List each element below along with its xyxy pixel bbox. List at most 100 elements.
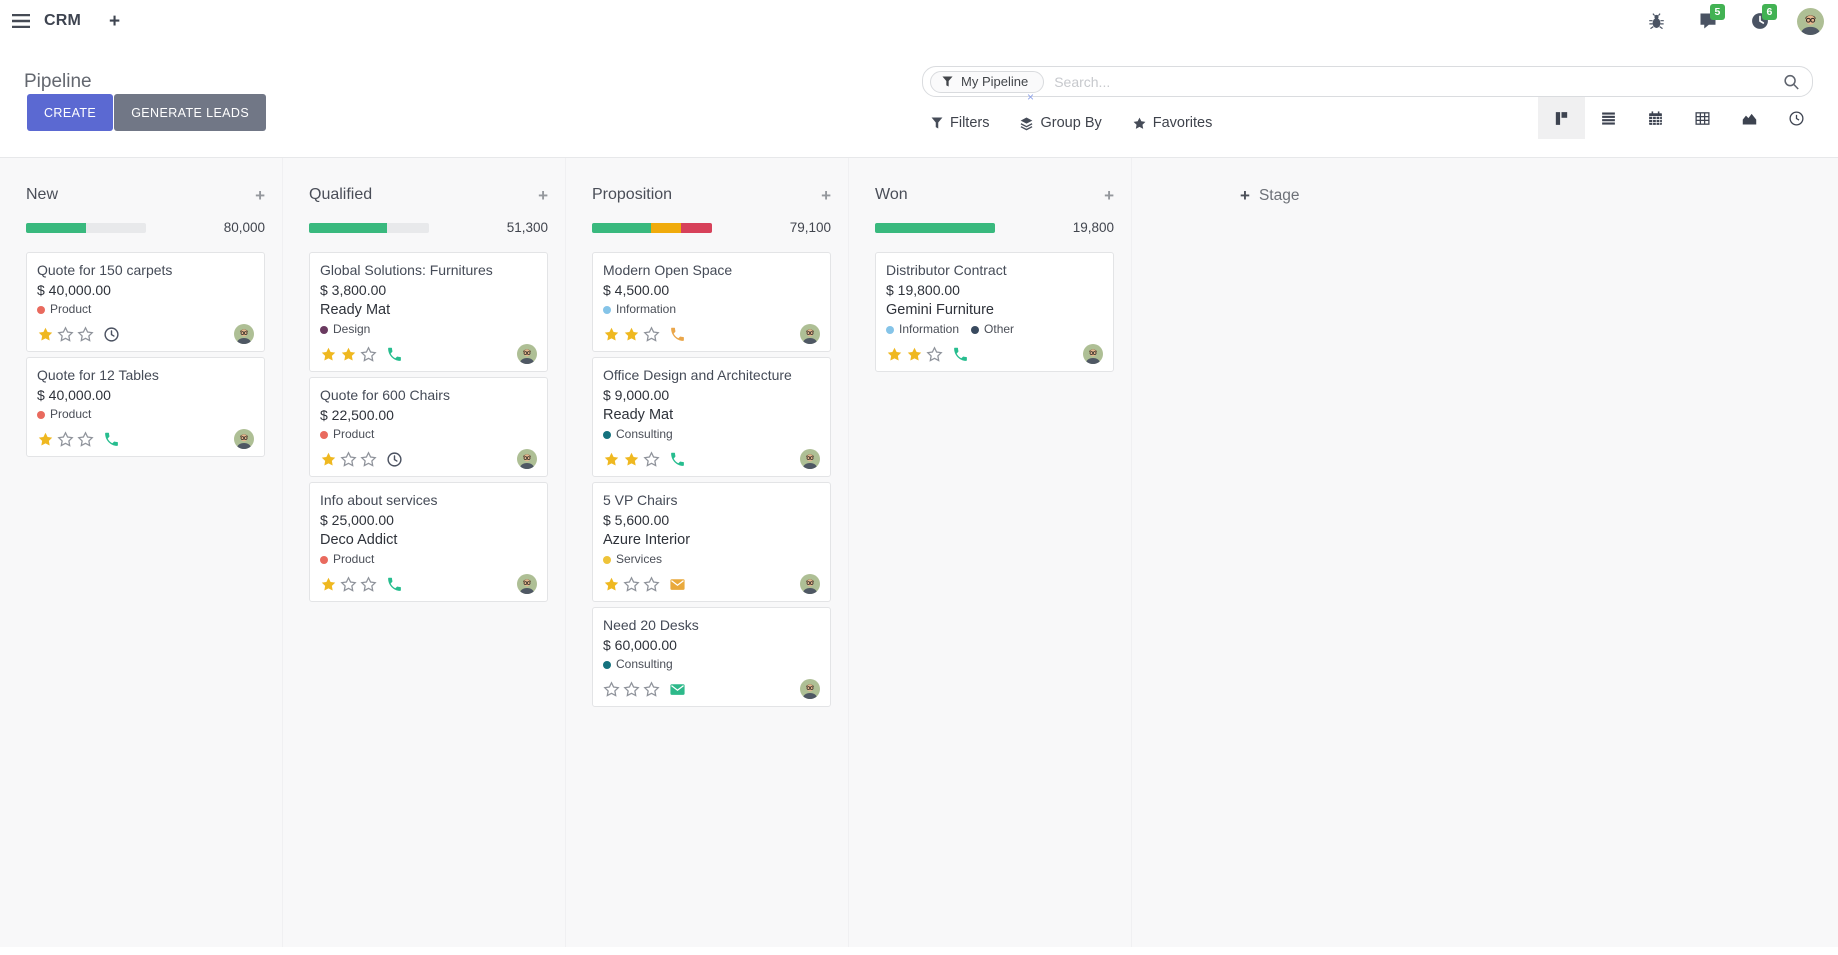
kanban-view-button[interactable]: [1538, 97, 1585, 139]
kanban-card[interactable]: Global Solutions: Furnitures $ 3,800.00 …: [309, 252, 548, 372]
star-icon[interactable]: [340, 346, 357, 363]
avatar[interactable]: [234, 324, 254, 344]
add-record-button[interactable]: +: [1104, 185, 1114, 205]
create-button[interactable]: CREATE: [27, 94, 114, 131]
column-progressbar[interactable]: [875, 222, 995, 233]
add-record-button[interactable]: +: [538, 185, 548, 205]
star-icon[interactable]: [926, 345, 943, 363]
star-icon[interactable]: [623, 326, 640, 343]
search-bar[interactable]: My Pipeline ×: [922, 66, 1813, 103]
add-record-button[interactable]: +: [255, 185, 265, 205]
column-progressbar[interactable]: [26, 222, 146, 233]
star-icon[interactable]: [320, 576, 337, 593]
star-icon[interactable]: [37, 431, 54, 448]
menu-icon[interactable]: [12, 13, 30, 29]
progress-segment[interactable]: [309, 222, 387, 233]
kanban-card[interactable]: Need 20 Desks $ 60,000.00 Consulting: [592, 607, 831, 707]
star-icon[interactable]: [360, 575, 377, 593]
envelope-icon[interactable]: [669, 681, 686, 698]
star-icon[interactable]: [603, 576, 620, 593]
kanban-card[interactable]: Modern Open Space $ 4,500.00 Information: [592, 252, 831, 352]
column-progressbar[interactable]: [592, 222, 712, 233]
star-icon[interactable]: [340, 575, 357, 593]
tag[interactable]: Information: [603, 301, 676, 318]
star-icon[interactable]: [906, 346, 923, 363]
pivot-view-button[interactable]: [1679, 97, 1726, 139]
activity-view-button[interactable]: [1773, 97, 1820, 139]
star-icon[interactable]: [886, 346, 903, 363]
facet-remove-icon[interactable]: ×: [1027, 90, 1035, 104]
add-stage-button[interactable]: + Stage: [1240, 158, 1299, 955]
star-icon[interactable]: [643, 575, 660, 593]
star-icon[interactable]: [603, 451, 620, 468]
clock-icon[interactable]: [386, 451, 403, 468]
star-icon[interactable]: [603, 326, 620, 343]
column-title[interactable]: Qualified: [309, 186, 373, 203]
activities-clock-icon[interactable]: 6: [1749, 4, 1777, 32]
add-record-button[interactable]: +: [821, 185, 831, 205]
avatar[interactable]: [517, 574, 537, 594]
search-facet[interactable]: My Pipeline: [930, 70, 1045, 93]
search-input[interactable]: [1054, 73, 1782, 90]
progress-segment[interactable]: [875, 222, 995, 233]
calendar-view-button[interactable]: [1632, 97, 1679, 139]
tag[interactable]: Consulting: [603, 656, 673, 673]
clock-icon[interactable]: [103, 326, 120, 343]
tag[interactable]: Consulting: [603, 426, 673, 443]
kanban-card[interactable]: Quote for 12 Tables $ 40,000.00 Product: [26, 357, 265, 457]
phone-icon[interactable]: [386, 346, 403, 363]
search-icon[interactable]: [1782, 73, 1800, 91]
star-icon[interactable]: [320, 451, 337, 468]
star-icon[interactable]: [623, 680, 640, 698]
tag[interactable]: Product: [37, 406, 91, 423]
envelope-icon[interactable]: [669, 576, 686, 593]
star-icon[interactable]: [643, 450, 660, 468]
phone-icon[interactable]: [669, 326, 686, 343]
phone-icon[interactable]: [386, 576, 403, 593]
progress-segment[interactable]: [680, 222, 712, 233]
star-icon[interactable]: [603, 680, 620, 698]
star-icon[interactable]: [340, 450, 357, 468]
star-icon[interactable]: [37, 326, 54, 343]
star-icon[interactable]: [57, 325, 74, 343]
bug-icon[interactable]: [1645, 10, 1667, 32]
tag[interactable]: Product: [320, 426, 374, 443]
column-title[interactable]: Won: [875, 186, 908, 203]
kanban-card[interactable]: Quote for 150 carpets $ 40,000.00 Produc…: [26, 252, 265, 352]
star-icon[interactable]: [623, 451, 640, 468]
avatar[interactable]: [800, 574, 820, 594]
list-view-button[interactable]: [1585, 97, 1632, 139]
star-icon[interactable]: [360, 345, 377, 363]
avatar[interactable]: [800, 324, 820, 344]
filters-menu[interactable]: Filters: [930, 115, 989, 131]
tag[interactable]: Product: [37, 301, 91, 318]
tag[interactable]: Information: [886, 321, 959, 338]
avatar[interactable]: [517, 449, 537, 469]
avatar[interactable]: [800, 679, 820, 699]
star-icon[interactable]: [643, 325, 660, 343]
star-icon[interactable]: [77, 325, 94, 343]
avatar[interactable]: [234, 429, 254, 449]
tag[interactable]: Design: [320, 321, 370, 338]
star-icon[interactable]: [77, 430, 94, 448]
app-brand[interactable]: CRM: [44, 12, 82, 29]
tag[interactable]: Other: [971, 321, 1014, 338]
messages-icon[interactable]: 5: [1697, 4, 1725, 32]
progress-segment[interactable]: [650, 222, 681, 233]
tag[interactable]: Product: [320, 551, 374, 568]
avatar[interactable]: [1083, 344, 1103, 364]
column-title[interactable]: Proposition: [592, 186, 673, 203]
tag[interactable]: Services: [603, 551, 662, 568]
star-icon[interactable]: [360, 450, 377, 468]
graph-view-button[interactable]: [1726, 97, 1773, 139]
horizontal-scrollbar[interactable]: [0, 947, 1838, 955]
star-icon[interactable]: [320, 346, 337, 363]
avatar[interactable]: [517, 344, 537, 364]
star-icon[interactable]: [57, 430, 74, 448]
kanban-card[interactable]: Info about services $ 25,000.00 Deco Add…: [309, 482, 548, 602]
group-by-menu[interactable]: Group By: [1019, 115, 1102, 131]
star-icon[interactable]: [643, 680, 660, 698]
progress-segment[interactable]: [26, 222, 86, 233]
progress-segment[interactable]: [592, 222, 651, 233]
column-title[interactable]: New: [26, 186, 59, 203]
